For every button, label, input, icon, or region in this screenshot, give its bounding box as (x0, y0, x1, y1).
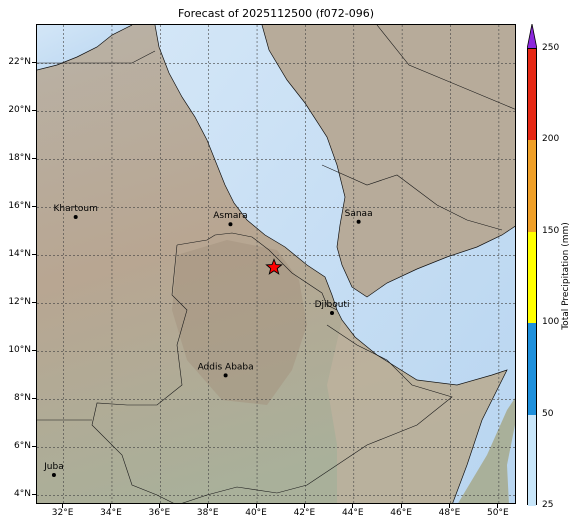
city-dot (330, 311, 335, 315)
latitude-tick-label: 22°N (8, 57, 31, 68)
map-panel: Khartoum Asmara Sanaa Djibouti Addis Ababa Ju… (36, 24, 516, 504)
city-label: Asmara (213, 211, 247, 221)
city-dot (51, 473, 56, 477)
latitude-tick-mark (32, 157, 36, 159)
colorbar-title: Total Precipitation (mm) (561, 222, 571, 330)
longitude-tick-mark (62, 504, 64, 508)
latitude-tick-label: 8°N (14, 393, 31, 404)
latitude-tick-label: 16°N (8, 201, 31, 212)
latitude-tick-mark (32, 61, 36, 63)
colorbar-tick-label: 250 (542, 43, 560, 53)
city-dot (356, 219, 361, 224)
ethiopia-eritrea-djibouti-border (268, 249, 338, 311)
longitude-tick-label: 38°E (196, 508, 219, 518)
latitude-tick-mark (32, 349, 36, 351)
ethiopian-highlands (172, 240, 307, 405)
city-label: Khartoum (54, 204, 98, 214)
colorbar-tick-label: 150 (542, 225, 560, 236)
latitude-tick-mark (32, 253, 36, 255)
latitude-tick-mark (32, 397, 36, 399)
longitude-tick-label: 36°E (148, 508, 171, 518)
mediterranean-sea (37, 25, 132, 70)
colorbar-tick-label: 50 (542, 408, 554, 419)
ethiopia-somalia-kenya-border (182, 324, 453, 503)
city-dot (73, 215, 78, 219)
arabian-peninsula (262, 25, 515, 297)
colorbar-segment (528, 231, 536, 324)
city-markers: Khartoum Asmara Sanaa Djibouti Addis Ababa Ju… (43, 204, 373, 477)
country-borders (37, 25, 515, 503)
longitude-tick-mark (158, 504, 160, 508)
colorbar-tick-label: 100 (542, 317, 560, 328)
african-coast (154, 25, 508, 503)
longitude-tick-label: 46°E (390, 508, 412, 518)
longitude-tick-label: 34°E (100, 508, 122, 518)
city-label: Juba (43, 462, 64, 472)
latitude-tick-label: 10°N (8, 345, 31, 356)
longitude-tick-mark (110, 504, 112, 508)
latitude-tick-label: 20°N (8, 105, 31, 116)
latitude-tick-mark (32, 493, 36, 495)
latitude-tick-mark (32, 205, 36, 207)
latitude-tick-mark (32, 109, 36, 111)
latitude-tick-label: 4°N (14, 489, 31, 500)
longitude-tick-label: 40°E (245, 508, 267, 518)
latitude-tick-label: 18°N (8, 153, 31, 164)
latitude-tick-label: 14°N (8, 249, 31, 260)
city-label: Djibouti (315, 300, 350, 310)
egypt-sudan-border (37, 50, 156, 64)
colorbar-tick-label: 25 (542, 500, 554, 510)
saudi-border-north (376, 25, 515, 110)
colorbar-segment (528, 323, 536, 415)
city-dot (223, 373, 228, 378)
saudi-yemen-border (321, 164, 503, 231)
colorbar-tick-label: 200 (542, 134, 560, 145)
forecast-location-star (265, 258, 283, 275)
longitude-tick-mark (207, 504, 209, 508)
longitude-tick-mark (352, 504, 354, 508)
colorbar-segment (528, 49, 536, 141)
longitude-tick-label: 44°E (341, 508, 364, 518)
map-title: Forecast of 2025112500 (f072-096) (177, 7, 375, 20)
city-label: Addis Ababa (198, 362, 254, 372)
forecast-location-layer (265, 258, 283, 275)
eritrea-border (176, 232, 270, 251)
longitude-tick-mark (449, 504, 450, 508)
latitude-tick-mark (32, 301, 36, 303)
red-sea-and-gulf-of-aden (155, 25, 515, 503)
horn-of-africa (327, 320, 507, 503)
city-label: Sanaa (345, 209, 373, 219)
sudan-ethiopia-border (91, 244, 188, 503)
colorbar-segment (528, 140, 536, 232)
longitude-tick-label: 42°E (293, 508, 316, 518)
longitude-tick-mark (497, 504, 499, 508)
latitude-tick-mark (32, 445, 36, 447)
longitude-tick-mark (255, 504, 257, 508)
longitude-tick-label: 50°E (487, 508, 509, 518)
arabian-coast (261, 25, 515, 298)
graticule (37, 25, 515, 503)
longitude-tick-mark (303, 504, 305, 508)
latitude-tick-label: 12°N (8, 297, 31, 308)
mediterranean-coast (37, 25, 133, 71)
coastlines (37, 25, 515, 503)
colorbar-segment (528, 414, 536, 506)
city-dot (228, 222, 233, 227)
colorbar (527, 48, 537, 506)
colorbar-extend-arrow (527, 24, 537, 49)
longitude-tick-mark (400, 504, 402, 508)
longitude-tick-label: 32°E (51, 508, 74, 518)
latitude-tick-label: 6°N (14, 441, 31, 452)
map-canvas: Khartoum Asmara Sanaa Djibouti Addis Ababa Ju… (37, 25, 515, 503)
longitude-tick-label: 48°E (438, 508, 461, 518)
